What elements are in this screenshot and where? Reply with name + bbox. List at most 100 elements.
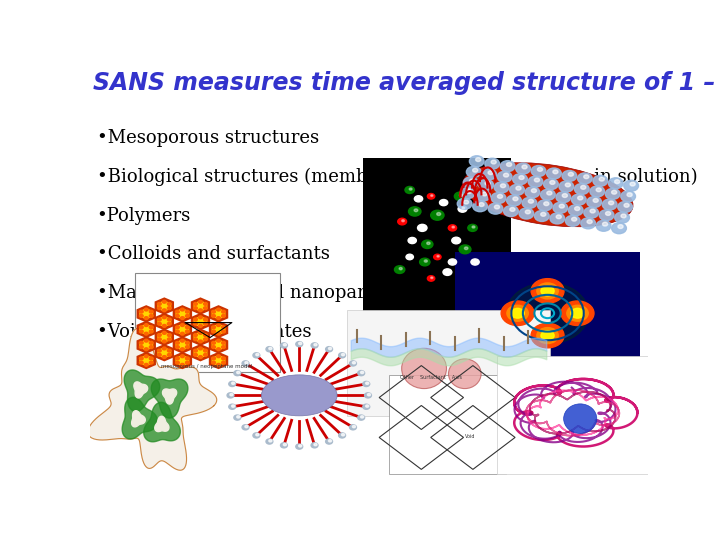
Circle shape [459,245,471,254]
Circle shape [410,255,412,257]
Ellipse shape [261,375,337,416]
Circle shape [568,172,573,176]
Circle shape [510,184,524,195]
Circle shape [149,326,153,329]
Circle shape [149,330,153,333]
Circle shape [464,200,469,204]
Circle shape [500,161,515,172]
Circle shape [176,330,179,333]
Circle shape [507,305,528,321]
Circle shape [498,194,503,198]
FancyBboxPatch shape [389,375,505,474]
Circle shape [168,302,171,305]
Circle shape [559,204,564,208]
Circle shape [472,168,478,172]
Circle shape [168,354,171,356]
Circle shape [572,194,586,205]
Circle shape [266,439,273,444]
Circle shape [437,213,441,215]
Circle shape [217,316,220,320]
Circle shape [507,163,512,166]
Circle shape [212,346,215,348]
Circle shape [408,238,416,244]
Circle shape [513,197,518,201]
Circle shape [418,224,427,232]
Circle shape [467,190,472,193]
Circle shape [199,309,202,312]
Circle shape [229,404,235,409]
Circle shape [522,198,537,208]
Circle shape [325,439,333,444]
Circle shape [469,188,471,190]
Circle shape [253,433,260,438]
Circle shape [352,426,356,428]
Circle shape [449,225,456,231]
Circle shape [596,188,601,192]
Circle shape [222,341,225,344]
Circle shape [510,207,515,211]
Polygon shape [151,379,188,418]
Circle shape [227,393,234,398]
Circle shape [361,372,364,374]
Circle shape [469,179,474,183]
Circle shape [186,310,189,313]
Circle shape [581,218,595,229]
Circle shape [181,308,184,311]
Circle shape [199,356,202,359]
Circle shape [176,326,179,329]
Circle shape [299,342,302,345]
Circle shape [149,315,153,318]
Circle shape [212,330,215,333]
Polygon shape [192,314,209,329]
Circle shape [149,357,153,360]
Circle shape [537,167,543,171]
Polygon shape [134,382,148,398]
Circle shape [230,394,233,396]
Circle shape [568,205,583,216]
Circle shape [603,199,617,210]
Circle shape [217,339,220,342]
Circle shape [229,381,235,387]
Circle shape [199,340,202,343]
Circle shape [186,315,189,318]
Circle shape [447,271,449,272]
Circle shape [621,214,626,218]
Circle shape [488,203,503,214]
Circle shape [451,237,461,244]
Circle shape [526,210,531,214]
Polygon shape [174,322,191,336]
Circle shape [212,315,215,318]
Circle shape [590,209,595,213]
Circle shape [546,191,552,195]
Circle shape [194,354,197,356]
Circle shape [418,197,420,199]
Circle shape [245,426,248,428]
Circle shape [427,242,430,245]
Circle shape [565,215,580,226]
Circle shape [176,357,179,360]
Circle shape [338,433,346,438]
Polygon shape [138,307,155,321]
Circle shape [350,361,356,366]
Circle shape [431,277,433,279]
Polygon shape [144,402,180,442]
Circle shape [176,341,179,344]
Circle shape [528,199,534,203]
Circle shape [181,348,184,350]
Circle shape [433,254,441,260]
Circle shape [194,318,197,321]
Circle shape [422,226,425,228]
Circle shape [149,310,153,313]
Circle shape [204,334,207,336]
Circle shape [256,434,259,436]
Polygon shape [192,330,209,345]
Circle shape [522,165,527,169]
Circle shape [553,202,567,213]
Circle shape [204,354,207,356]
Circle shape [194,334,197,336]
Polygon shape [192,299,209,313]
Circle shape [402,220,405,222]
Circle shape [415,195,423,202]
Circle shape [163,325,166,327]
Circle shape [204,349,207,352]
